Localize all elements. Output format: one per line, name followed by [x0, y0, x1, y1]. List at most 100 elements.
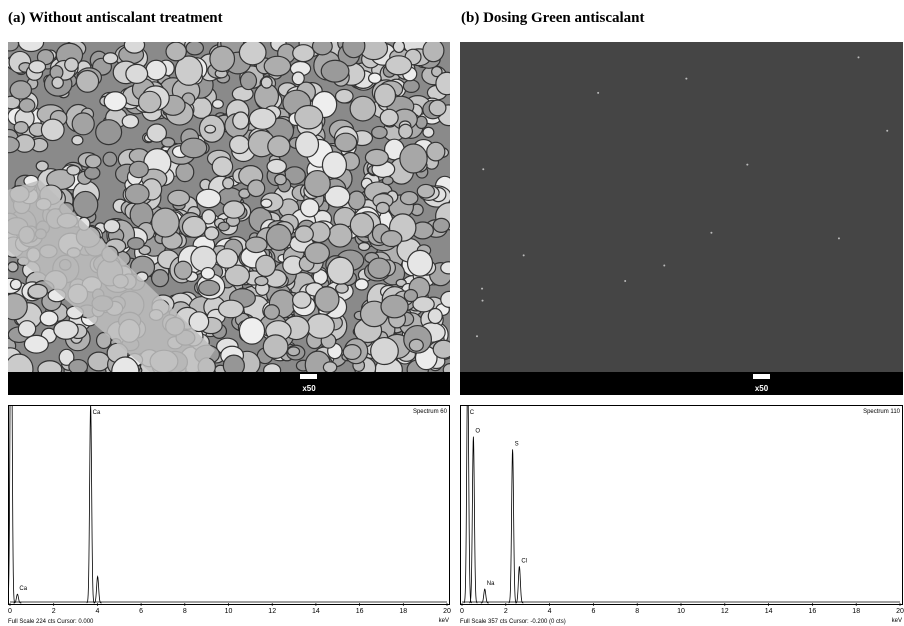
grain — [428, 99, 447, 117]
scale-bar-strip — [460, 372, 903, 395]
grain — [179, 137, 208, 159]
grain — [327, 223, 353, 248]
grain — [406, 249, 434, 277]
speck — [597, 91, 600, 94]
grain — [28, 60, 47, 74]
grain — [370, 336, 399, 366]
x-tick-label: 18 — [399, 608, 407, 615]
grain — [385, 55, 413, 76]
grain — [150, 269, 170, 288]
peak-label: O — [475, 429, 480, 435]
grain — [314, 286, 340, 313]
sem-image-b — [460, 42, 903, 372]
x-tick-label: 0 — [460, 608, 464, 615]
x-tick-label: 16 — [809, 608, 817, 615]
grain — [427, 307, 443, 325]
grain — [440, 290, 450, 308]
grain — [165, 42, 187, 62]
grain — [84, 154, 102, 169]
grain — [326, 256, 355, 285]
grain — [294, 225, 314, 243]
speck — [482, 168, 485, 171]
grain — [304, 242, 330, 265]
grain — [83, 166, 101, 180]
grain — [13, 121, 29, 134]
grain — [8, 136, 20, 154]
grain — [217, 299, 245, 319]
spectrum-peak — [508, 449, 517, 604]
grain — [190, 245, 218, 272]
grain — [23, 334, 49, 354]
x-tick-label: 14 — [765, 608, 773, 615]
x-tick-label: 6 — [139, 608, 143, 615]
grain — [197, 279, 221, 297]
scale-bar-strip — [8, 372, 450, 395]
grain — [367, 72, 382, 84]
grain — [102, 151, 118, 167]
grain — [238, 316, 266, 345]
grain — [121, 114, 140, 129]
speck — [857, 56, 860, 59]
grain — [201, 209, 217, 225]
grain — [9, 80, 33, 100]
peak-label: Cl — [521, 558, 527, 564]
grain — [151, 207, 180, 238]
grain — [9, 278, 22, 291]
grain — [103, 91, 128, 112]
grain — [347, 190, 366, 211]
grain — [126, 237, 145, 250]
grain — [364, 148, 389, 167]
grain — [342, 42, 366, 59]
speck — [481, 299, 484, 302]
x-tick-label: 14 — [312, 608, 320, 615]
panel-title: (a) Without antiscalant treatment — [8, 10, 223, 26]
grain — [173, 260, 193, 280]
grain — [181, 215, 207, 238]
spectrum-peak — [86, 405, 95, 604]
speck — [710, 231, 713, 234]
grain — [64, 57, 79, 72]
grain — [39, 310, 59, 327]
grain — [174, 55, 203, 86]
speck — [685, 77, 688, 80]
grain — [262, 334, 289, 360]
peak-label: Ca — [93, 410, 101, 416]
grain — [8, 292, 28, 321]
spectrum-peak — [8, 405, 16, 604]
grain — [392, 42, 406, 54]
speck — [522, 254, 525, 257]
grain — [371, 125, 388, 140]
grain — [299, 198, 320, 218]
grain — [71, 134, 84, 146]
spectrum-name: Spectrum 110 — [863, 409, 901, 415]
x-tick-label: 18 — [852, 608, 860, 615]
grain — [229, 134, 250, 155]
grain — [399, 143, 428, 174]
speck — [481, 287, 484, 290]
grain — [263, 304, 280, 320]
grain — [137, 90, 162, 114]
x-tick-label: 16 — [356, 608, 364, 615]
speck — [663, 264, 666, 267]
grain — [422, 126, 435, 138]
grain — [408, 338, 424, 352]
x-tick-label: 20 — [896, 608, 904, 615]
peak-label: Na — [487, 581, 495, 587]
x-tick-label: 12 — [268, 608, 276, 615]
grain — [267, 135, 291, 158]
grain — [204, 124, 217, 134]
x-tick-label: 10 — [225, 608, 233, 615]
grain — [255, 254, 277, 277]
grain — [291, 71, 305, 86]
grain — [222, 200, 246, 219]
grain — [8, 353, 34, 372]
grain — [185, 42, 205, 56]
spectrum-peak — [480, 588, 489, 604]
grain — [224, 264, 251, 287]
grain — [380, 230, 403, 248]
speck — [475, 335, 478, 338]
x-unit: keV — [892, 618, 902, 624]
grain — [146, 123, 168, 143]
